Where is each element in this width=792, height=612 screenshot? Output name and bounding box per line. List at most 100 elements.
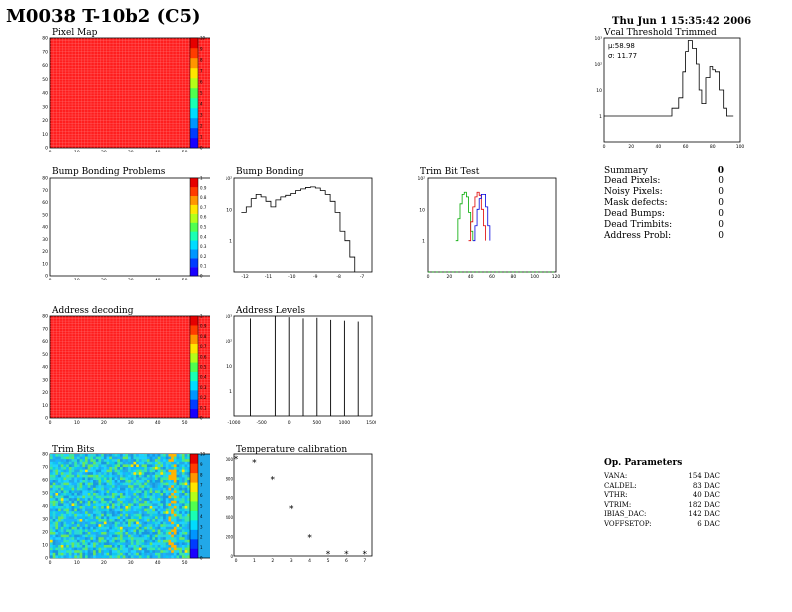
heatmap-cell: [125, 534, 129, 538]
heatmap-cell: [152, 467, 156, 470]
heatmap-cell: [79, 490, 83, 494]
heatmap-cell: [79, 477, 83, 481]
heatmap-cell: [114, 474, 118, 478]
heatmap-cell: [93, 459, 96, 462]
heatmap-cell: [128, 498, 131, 501]
heatmap-cell: [66, 480, 70, 483]
heatmap-cell: [128, 477, 131, 481]
heatmap-cell: [76, 529, 80, 533]
heatmap-cell: [95, 490, 99, 494]
heatmap-cell: [128, 508, 131, 512]
heatmap-cell: [95, 467, 99, 470]
heatmap-cell: [66, 472, 70, 475]
bump_problems-ytick: 50: [42, 212, 48, 218]
heatmap-cell: [157, 474, 161, 478]
heatmap-cell: [98, 480, 102, 483]
heatmap-cell: [165, 552, 169, 556]
heatmap-cell: [138, 519, 142, 522]
heatmap-cell: [76, 534, 80, 538]
heatmap-cell: [68, 500, 72, 504]
summary-heading: Summary: [604, 166, 648, 176]
heatmap-cell: [58, 521, 61, 525]
heatmap-cell: [60, 480, 64, 483]
heatmap-cell: [130, 529, 134, 533]
heatmap-cell: [106, 506, 110, 509]
colorbar-frame: [189, 177, 199, 277]
heatmap-cell: [58, 539, 61, 543]
heatmap-cell: [181, 469, 185, 473]
colorbar-segment: [190, 408, 198, 419]
bump_problems-ytick: 70: [42, 188, 48, 194]
heatmap-cell: [63, 467, 67, 470]
heatmap-cell: [122, 490, 126, 494]
heatmap-cell: [163, 547, 166, 551]
heatmap-cell: [85, 529, 88, 533]
heatmap-cell: [106, 454, 110, 457]
heatmap-cell: [128, 482, 131, 486]
heatmap-cell: [55, 537, 59, 540]
heatmap-cell: [101, 464, 105, 468]
heatmap-cell: [95, 454, 99, 457]
heatmap-cell: [98, 461, 102, 465]
heatmap-cell: [163, 482, 166, 486]
heatmap-cell: [52, 461, 56, 465]
heatmap-cell: [128, 459, 131, 462]
temp-calibration-point: *: [271, 475, 276, 485]
heatmap-cell: [138, 513, 142, 517]
heatmap-cell: [184, 482, 188, 486]
temp-calibration-point: *: [363, 550, 368, 560]
heatmap-cell: [58, 508, 61, 512]
heatmap-cell: [82, 472, 86, 475]
heatmap-cell: [176, 461, 180, 465]
heatmap-cell: [176, 485, 180, 488]
heatmap-cell: [79, 524, 83, 527]
trim_bits-ztick: 2: [200, 535, 203, 540]
heatmap-cell: [68, 539, 72, 543]
heatmap-cell: [163, 487, 166, 491]
address_decoding-ztick: 0.8: [200, 334, 207, 339]
vcal-ytick: 10³: [594, 36, 602, 42]
heatmap-cell: [74, 542, 78, 546]
colorbar-segment: [190, 38, 198, 49]
heatmap-cell: [138, 552, 142, 556]
heatmap-cell: [130, 524, 134, 527]
trim-bit-test-plot-area: [427, 177, 557, 273]
heatmap-cell: [125, 511, 129, 514]
heatmap-cell: [63, 524, 67, 527]
heatmap-cell: [187, 469, 191, 473]
colorbar-segment: [190, 48, 198, 59]
heatmap-cell: [68, 550, 72, 553]
heatmap-cell: [66, 513, 70, 517]
heatmap-cell: [85, 508, 88, 512]
heatmap-cell: [157, 456, 161, 460]
heatmap-cell: [125, 547, 129, 551]
heatmap-cell: [106, 469, 110, 473]
heatmap-cell: [136, 467, 140, 470]
heatmap-cell: [71, 467, 75, 470]
heatmap-cell: [133, 526, 137, 530]
heatmap-cell: [79, 474, 83, 478]
heatmap-cell: [144, 542, 148, 546]
heatmap-cell: [179, 555, 183, 559]
heatmap-cell: [95, 511, 99, 514]
heatmap-cell: [50, 472, 53, 475]
heatmap-cell: [171, 464, 175, 468]
heatmap-cell: [133, 454, 137, 457]
heatmap-cell: [146, 524, 150, 527]
heatmap-cell: [90, 508, 94, 512]
heatmap-cell: [106, 532, 110, 535]
heatmap-cell: [155, 516, 158, 520]
heatmap-cell: [87, 506, 91, 509]
colorbar-segment: [190, 501, 198, 511]
heatmap-cell: [136, 547, 140, 551]
heatmap-cell: [130, 485, 134, 488]
heatmap-cell: [122, 472, 126, 475]
heatmap-cell: [187, 532, 191, 535]
heatmap-cell: [176, 537, 180, 540]
heatmap-cell: [117, 552, 121, 556]
temp-calibration-xtick: 0: [235, 558, 238, 564]
heatmap-cell: [60, 555, 64, 559]
heatmap-cell: [82, 532, 86, 535]
heatmap-cell: [58, 490, 61, 494]
heatmap-cell: [50, 513, 53, 517]
